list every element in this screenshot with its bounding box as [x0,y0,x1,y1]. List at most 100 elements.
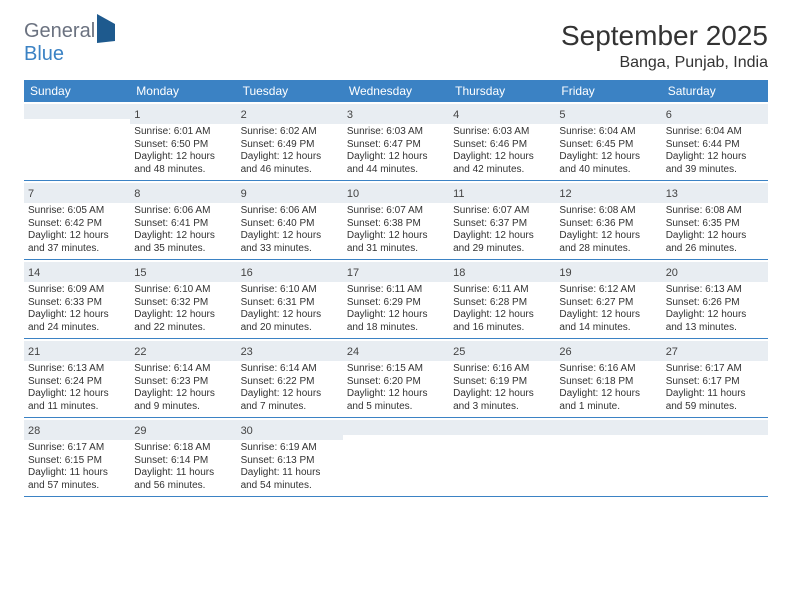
weekday-header: Wednesday [343,80,449,102]
day-details: Sunrise: 6:15 AMSunset: 6:20 PMDaylight:… [347,363,445,413]
day-number: 7 [28,188,34,200]
day-number-bar: 24 [343,341,449,361]
day-cell [662,418,768,496]
day-number-bar: 18 [449,262,555,282]
day-number: 24 [347,346,359,358]
day-number: 29 [134,425,146,437]
sunset-text: Sunset: 6:22 PM [241,376,339,389]
title-block: September 2025 Banga, Punjab, India [561,20,768,72]
daylight-text: Daylight: 12 hours and 46 minutes. [241,151,339,176]
sunrise-text: Sunrise: 6:08 AM [666,205,764,218]
day-number: 8 [134,188,140,200]
day-cell: 16 Sunrise: 6:10 AMSunset: 6:31 PMDayligh… [237,260,343,338]
sunset-text: Sunset: 6:26 PM [666,297,764,310]
day-details: Sunrise: 6:10 AMSunset: 6:31 PMDaylight:… [241,284,339,334]
weekday-header: Monday [130,80,236,102]
day-details: Sunrise: 6:16 AMSunset: 6:19 PMDaylight:… [453,363,551,413]
sunrise-text: Sunrise: 6:17 AM [666,363,764,376]
week-row: 14Sunrise: 6:09 AMSunset: 6:33 PMDayligh… [24,260,768,339]
day-number-bar: 29 [130,420,236,440]
day-number-bar: 4 [449,104,555,124]
week-row: 1Sunrise: 6:01 AMSunset: 6:50 PMDaylight… [24,102,768,181]
day-details: Sunrise: 6:16 AMSunset: 6:18 PMDaylight:… [559,363,657,413]
day-number-bar: 23 [237,341,343,361]
day-number-bar: 10 [343,183,449,203]
day-cell: 7Sunrise: 6:05 AMSunset: 6:42 PMDaylight… [24,181,130,259]
day-number-bar: 17 [343,262,449,282]
sunset-text: Sunset: 6:50 PM [134,139,232,152]
day-number: 15 [134,267,146,279]
day-cell: 12Sunrise: 6:08 AMSunset: 6:36 PMDayligh… [555,181,661,259]
logo-word2: Blue [24,43,64,65]
day-number: 28 [28,425,40,437]
day-number: 16 [241,267,253,279]
daylight-text: Daylight: 12 hours and 7 minutes. [241,388,339,413]
day-cell: 21Sunrise: 6:13 AMSunset: 6:24 PMDayligh… [24,339,130,417]
day-details: Sunrise: 6:01 AMSunset: 6:50 PMDaylight:… [134,126,232,176]
day-cell: 17Sunrise: 6:11 AMSunset: 6:29 PMDayligh… [343,260,449,338]
location-text: Banga, Punjab, India [561,54,768,72]
day-number: 27 [666,346,678,358]
daylight-text: Daylight: 12 hours and 31 minutes. [347,230,445,255]
sunset-text: Sunset: 6:37 PM [453,218,551,231]
sunrise-text: Sunrise: 6:10 AM [241,284,339,297]
day-number: 25 [453,346,465,358]
sunset-text: Sunset: 6:42 PM [28,218,126,231]
daylight-text: Daylight: 12 hours and 48 minutes. [134,151,232,176]
sunrise-text: Sunrise: 6:04 AM [559,126,657,139]
day-details: Sunrise: 6:12 AMSunset: 6:27 PMDaylight:… [559,284,657,334]
day-number: 23 [241,346,253,358]
day-details: Sunrise: 6:02 AMSunset: 6:49 PMDaylight:… [241,126,339,176]
daylight-text: Daylight: 11 hours and 56 minutes. [134,467,232,492]
daylight-text: Daylight: 12 hours and 16 minutes. [453,309,551,334]
sunrise-text: Sunrise: 6:08 AM [559,205,657,218]
day-cell: 28 Sunrise: 6:17 AMSunset: 6:15 PMDayligh… [24,418,130,496]
sunset-text: Sunset: 6:47 PM [347,139,445,152]
daylight-text: Daylight: 12 hours and 29 minutes. [453,230,551,255]
week-row: 21Sunrise: 6:13 AMSunset: 6:24 PMDayligh… [24,339,768,418]
sunrise-text: Sunrise: 6:13 AM [28,363,126,376]
day-cell: 4Sunrise: 6:03 AMSunset: 6:46 PMDaylight… [449,102,555,180]
sunset-text: Sunset: 6:27 PM [559,297,657,310]
day-number: 22 [134,346,146,358]
sunrise-text: Sunrise: 6:09 AM [28,284,126,297]
sunset-text: Sunset: 6:32 PM [134,297,232,310]
sunrise-text: Sunrise: 6:16 AM [453,363,551,376]
sunset-text: Sunset: 6:23 PM [134,376,232,389]
logo: General Blue [24,20,115,66]
sunset-text: Sunset: 6:19 PM [453,376,551,389]
week-row: 7Sunrise: 6:05 AMSunset: 6:42 PMDaylight… [24,181,768,260]
day-cell: 6Sunrise: 6:04 AMSunset: 6:44 PMDaylight… [662,102,768,180]
sunrise-text: Sunrise: 6:07 AM [453,205,551,218]
day-cell: 30Sunrise: 6:19 AMSunset: 6:13 PMDayligh… [237,418,343,496]
day-number: 1 [134,109,140,121]
day-cell: 19Sunrise: 6:12 AMSunset: 6:27 PMDayligh… [555,260,661,338]
day-cell: 18Sunrise: 6:11 AMSunset: 6:28 PMDayligh… [449,260,555,338]
daylight-text: Daylight: 12 hours and 42 minutes. [453,151,551,176]
day-details: Sunrise: 6:06 AMSunset: 6:40 PMDaylight:… [241,205,339,255]
header: General Blue September 2025 Banga, Punja… [24,20,768,72]
day-cell [24,102,130,180]
day-cell: 11Sunrise: 6:07 AMSunset: 6:37 PMDayligh… [449,181,555,259]
day-number-bar: 6 [662,104,768,124]
daylight-text: Daylight: 12 hours and 5 minutes. [347,388,445,413]
day-details: Sunrise: 6:17 AMSunset: 6:15 PMDaylight:… [28,442,126,492]
day-details: Sunrise: 6:06 AMSunset: 6:41 PMDaylight:… [134,205,232,255]
day-number-bar: 21 [24,341,130,361]
day-number: 14 [28,267,40,279]
sunrise-text: Sunrise: 6:03 AM [347,126,445,139]
sunset-text: Sunset: 6:40 PM [241,218,339,231]
sunrise-text: Sunrise: 6:03 AM [453,126,551,139]
day-cell [343,418,449,496]
day-cell: 2Sunrise: 6:02 AMSunset: 6:49 PMDaylight… [237,102,343,180]
day-cell [449,418,555,496]
day-number: 26 [559,346,571,358]
calendar: Sunday Monday Tuesday Wednesday Thursday… [24,80,768,497]
sunrise-text: Sunrise: 6:01 AM [134,126,232,139]
sunrise-text: Sunrise: 6:11 AM [453,284,551,297]
daylight-text: Daylight: 11 hours and 59 minutes. [666,388,764,413]
day-details: Sunrise: 6:08 AMSunset: 6:36 PMDaylight:… [559,205,657,255]
day-cell: 14Sunrise: 6:09 AMSunset: 6:33 PMDayligh… [24,260,130,338]
day-details: Sunrise: 6:11 AMSunset: 6:28 PMDaylight:… [453,284,551,334]
day-cell: 23Sunrise: 6:14 AMSunset: 6:22 PMDayligh… [237,339,343,417]
